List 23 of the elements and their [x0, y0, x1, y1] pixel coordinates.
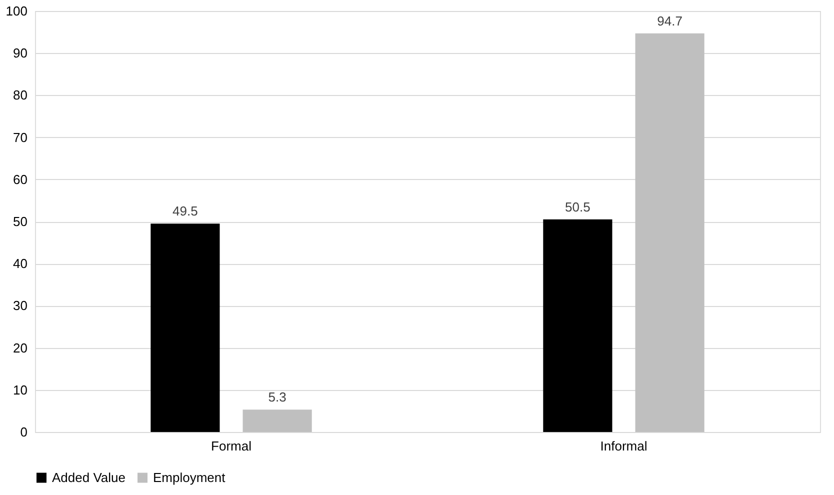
legend-label: Added Value	[52, 470, 126, 485]
legend-label: Employment	[153, 470, 226, 485]
data-label: 49.5	[172, 204, 198, 219]
data-label: 94.7	[657, 13, 682, 28]
y-tick-label: 30	[13, 298, 28, 314]
bar	[150, 224, 220, 432]
y-tick-label: 60	[13, 172, 28, 187]
y-tick-label: 50	[13, 214, 28, 229]
y-tick-label: 100	[6, 4, 28, 18]
bar	[242, 410, 312, 432]
y-tick-label: 90	[13, 46, 28, 61]
x-tick-label: Informal	[600, 438, 648, 454]
y-tick-label: 80	[13, 88, 28, 103]
y-tick-label: 20	[13, 340, 28, 356]
bar	[635, 33, 704, 432]
y-tick-label: 10	[13, 382, 28, 398]
data-label: 50.5	[565, 199, 590, 214]
y-tick-label: 0	[20, 424, 28, 440]
y-tick-label: 70	[13, 130, 28, 145]
x-tick-label: Formal	[211, 438, 252, 454]
bar	[543, 219, 612, 432]
data-label: 5.3	[268, 390, 286, 405]
y-tick-label: 40	[13, 256, 28, 272]
